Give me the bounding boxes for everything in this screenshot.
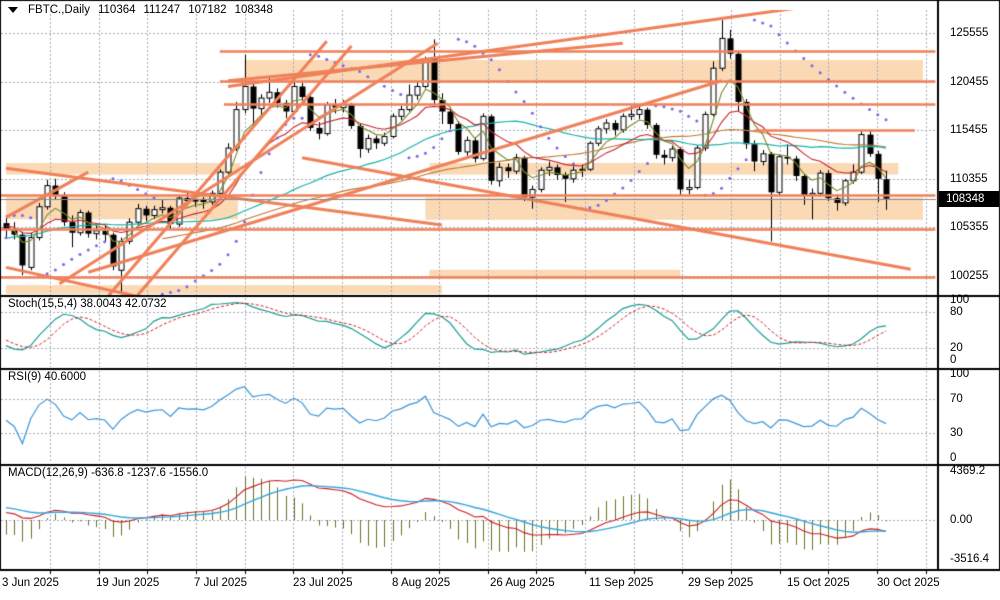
price-tick-label: 125555 [950,27,989,39]
ohlc-high-value: 111247 [143,4,181,16]
stoch-tick-label: 20 [950,342,963,354]
current-price-badge: 108348 [939,191,999,207]
price-tick-label: 120455 [950,76,989,88]
date-tick-label: 8 Aug 2025 [392,577,451,589]
rsi-tick-label: 100 [950,368,970,380]
date-tick-label: 30 Oct 2025 [877,577,940,589]
stoch-tick-label: 80 [950,306,963,318]
date-tick-label: 11 Sep 2025 [589,577,654,589]
rsi-panel-label: RSI(9) 40.6000 [8,371,86,383]
macd-tick-label: -3516.4 [950,553,990,565]
price-tick-label: 115455 [950,124,988,136]
macd-tick-label: 4369.2 [950,465,986,477]
date-tick-label: 7 Jul 2025 [194,577,248,589]
stoch-tick-label: 100 [950,294,970,306]
date-tick-label: 23 Jul 2025 [293,577,353,589]
macd-tick-label: 0.00 [950,514,973,526]
ohlc-low-value: 107182 [188,4,227,16]
price-tick-label: 100255 [950,270,989,282]
stoch-tick-label: 0 [950,354,957,366]
price-tick-label: 110355 [950,173,988,185]
ohlc-open-value: 110364 [97,4,136,16]
stoch-panel-label: Stoch(15,5,4) 38.0043 42.0732 [8,298,167,310]
date-tick-label: 26 Aug 2025 [490,577,555,589]
symbol-period-label: FBTC.,Daily [28,4,90,16]
date-tick-label: 19 Jun 2025 [96,577,160,589]
date-tick-label: 15 Oct 2025 [787,577,850,589]
rsi-tick-label: 0 [950,452,957,464]
price-tick-label: 105355 [950,221,989,233]
chart-collapse-icon[interactable] [8,7,18,13]
rsi-tick-label: 30 [950,427,963,439]
date-tick-label: 3 Jun 2025 [2,577,59,589]
macd-panel-label: MACD(12,26,9) -636.8 -1237.6 -1556.0 [8,467,209,479]
rsi-tick-label: 70 [950,393,963,405]
date-tick-label: 29 Sep 2025 [688,577,754,589]
ohlc-close-value: 108348 [234,4,273,16]
chart-title-row: FBTC.,Daily 110364 111247 107182 108348 [8,4,273,16]
